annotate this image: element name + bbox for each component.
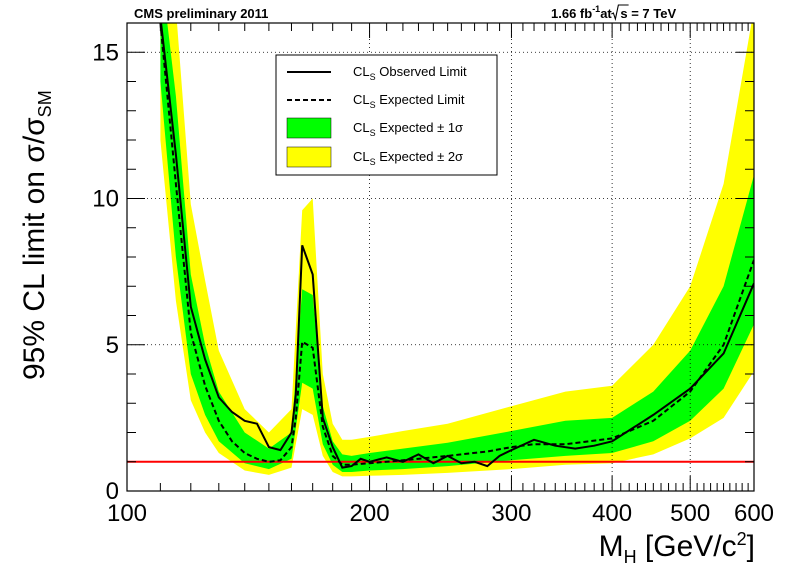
legend-observed-label: CLS Observed Limit [353, 64, 467, 82]
x-tick-label-200: 200 [350, 500, 390, 527]
legend-one-sigma-label: CLS Expected ± 1σ [353, 120, 463, 138]
x-tick-label-500: 500 [670, 500, 710, 527]
header-lumi: 1.66 fb-1at s = 7 TeV [551, 4, 676, 21]
x-tick-label-400: 400 [592, 500, 632, 527]
energy-prefix: at [600, 6, 615, 21]
lumi-value: 1.66 fb [551, 6, 592, 21]
legend: CLS Observed Limit CLS Expected Limit CL… [275, 54, 498, 176]
x-tick-label-300: 300 [491, 500, 531, 527]
header-title: CMS preliminary 2011 [134, 6, 268, 21]
axis-tick-labels: 0 5 10 15 100 200 300 400 500 600 [92, 39, 774, 527]
axis-ticks [126, 22, 755, 492]
legend-one-sigma-swatch [286, 117, 332, 139]
observed-limit-line [160, 23, 754, 469]
y-tick-label-15: 15 [92, 39, 119, 66]
y-tick-label-10: 10 [92, 186, 119, 213]
legend-two-sigma-swatch [286, 146, 332, 168]
y-tick-label-0: 0 [106, 478, 119, 505]
energy-suffix: = 7 TeV [628, 6, 677, 21]
sqrt-sign-icon [611, 4, 629, 22]
lumi-exponent: -1 [592, 4, 600, 14]
x-axis-title: MH [GeV/c2] [599, 529, 755, 566]
band-one-sigma [160, 23, 754, 472]
grid-lines [127, 23, 754, 491]
x-tick-label-100: 100 [107, 500, 147, 527]
x-tick-label-600: 600 [734, 500, 774, 527]
sqrt-s-label: s [620, 6, 627, 21]
expected-limit-line [159, 23, 754, 466]
legend-two-sigma-label: CLS Expected ± 2σ [353, 149, 463, 167]
svg-text:1.66 fb-1at s = 7 TeV: 1.66 fb-1at s = 7 TeV [551, 4, 676, 21]
y-tick-label-5: 5 [106, 332, 119, 359]
y-axis-title: 95% CL limit on σ/σSM [18, 90, 55, 380]
legend-expected-label: CLS Expected Limit [353, 92, 465, 110]
